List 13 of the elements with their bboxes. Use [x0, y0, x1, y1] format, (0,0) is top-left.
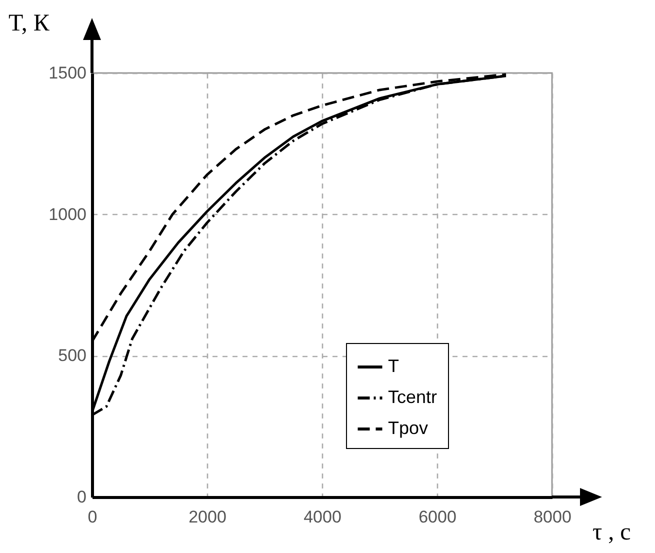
x-tick-label: 6000 [418, 508, 456, 526]
legend-label: Tcentr [388, 387, 438, 407]
x-tick-label: 4000 [304, 508, 342, 526]
x-axis-title: τ , с [592, 520, 631, 546]
legend-label: Tpov [388, 418, 428, 438]
y-tick-label: 0 [77, 488, 86, 506]
y-tick-label: 1000 [48, 204, 86, 224]
x-tick-label: 8000 [534, 508, 572, 526]
legend-label: T [388, 356, 399, 376]
y-tick-label: 1500 [48, 64, 86, 82]
x-tick-label: 2000 [188, 508, 226, 526]
y-tick-label: 500 [58, 346, 86, 366]
y-axis-title: T, К [8, 10, 50, 36]
